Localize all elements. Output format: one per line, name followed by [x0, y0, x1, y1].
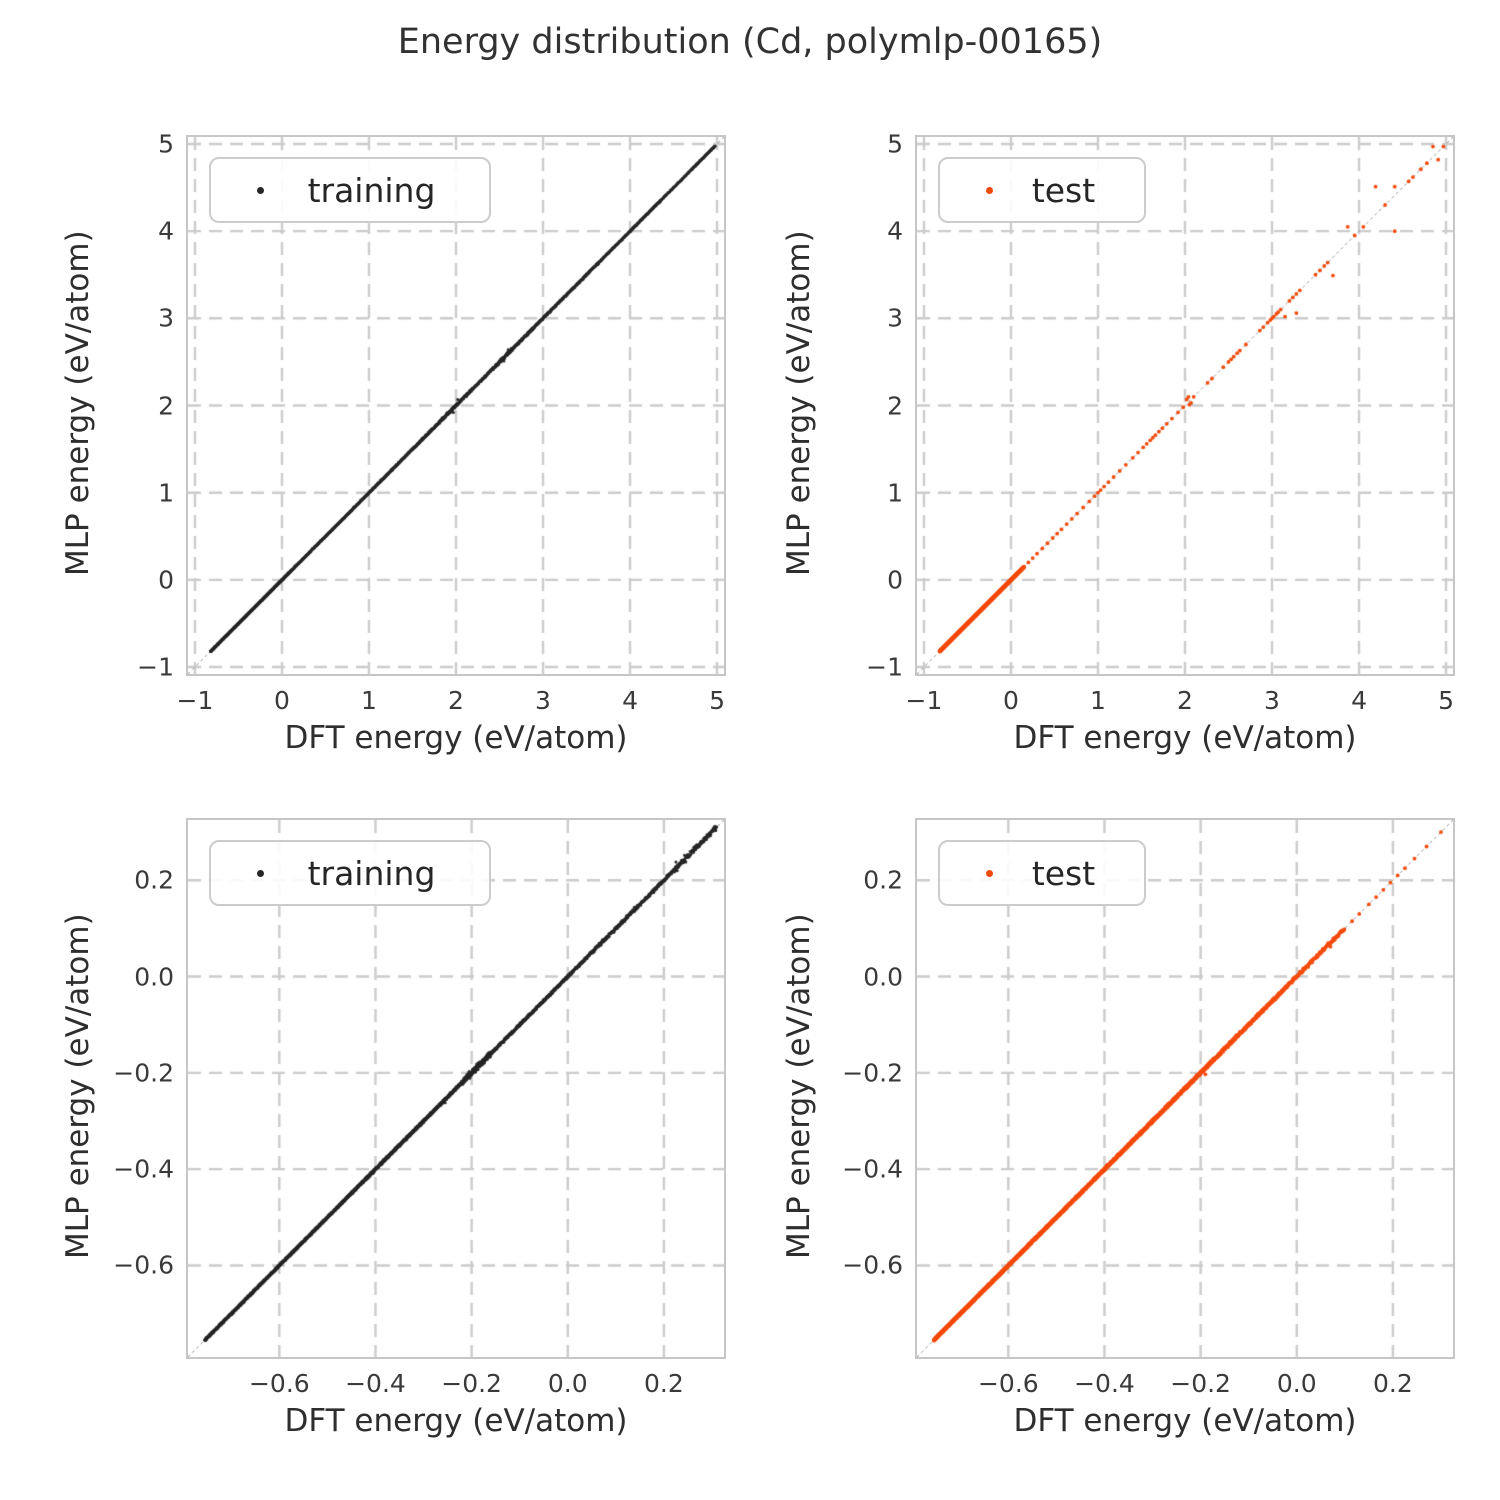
y-tick-label: 1	[158, 478, 174, 508]
y-tick-label: −0.2	[842, 1058, 903, 1088]
y-tick-label: 0	[887, 565, 903, 595]
x-tick-label: 5	[1438, 686, 1454, 715]
legend-marker-dot-icon	[986, 186, 993, 194]
x-tick-label: −0.2	[441, 1369, 502, 1398]
x-axis-label: DFT energy (eV/atom)	[284, 1403, 628, 1439]
y-tick-label: 5	[158, 129, 174, 159]
y-axis-label: MLP energy (eV/atom)	[60, 230, 96, 577]
scatter-canvas-training-zoom	[188, 820, 724, 1357]
x-tick-label: 2	[1177, 686, 1193, 715]
axes-test-zoom: −0.6 −0.4 −0.2 0.0 0.2 −0.6 −0.4 −0.2 0.0 0.2 tes…	[842, 818, 1455, 1398]
y-tick-label: −0.4	[842, 1154, 903, 1184]
x-tick-label: 2	[448, 686, 464, 715]
legend-training: training	[209, 840, 491, 906]
axes-test-full: −1 0 1 2 3 4 5 −1 0 1 2 3 4 5 test	[866, 129, 1455, 715]
y-tick-label: 0.2	[863, 865, 903, 895]
y-tick-label: 2	[887, 391, 903, 420]
y-tick-label: 3	[887, 303, 903, 333]
x-tick-label: −1	[905, 686, 943, 715]
legend-label: training	[307, 170, 436, 210]
y-tick-label: −0.6	[842, 1250, 903, 1280]
y-tick-label: 3	[158, 303, 174, 333]
x-tick-label: 3	[1264, 686, 1280, 715]
y-axis-label: MLP energy (eV/atom)	[781, 913, 817, 1260]
x-tick-label: −1	[176, 686, 214, 715]
y-tick-label: 0	[158, 565, 174, 595]
legend-label: test	[1031, 853, 1096, 893]
x-tick-label: 0.2	[644, 1369, 684, 1398]
y-tick-label: 1	[887, 478, 903, 508]
y-tick-label: −0.6	[113, 1250, 174, 1280]
y-tick-label: 2	[158, 391, 174, 420]
x-tick-label: 4	[622, 686, 638, 715]
legend-marker-dot-icon	[986, 869, 993, 877]
x-axis-label: DFT energy (eV/atom)	[284, 720, 628, 756]
x-tick-label: 0.0	[547, 1369, 588, 1398]
legend-test: test	[938, 840, 1146, 906]
x-axis-label: DFT energy (eV/atom)	[1013, 720, 1357, 756]
x-tick-label: 0.2	[1373, 1369, 1413, 1398]
scatter-canvas-test-full	[917, 137, 1453, 674]
x-tick-label: 1	[1090, 686, 1106, 715]
y-tick-label: −1	[866, 652, 903, 682]
y-tick-label: −1	[137, 652, 174, 682]
y-axis-label: MLP energy (eV/atom)	[60, 913, 96, 1260]
y-tick-label: 0.0	[134, 962, 174, 992]
legend-label: training	[307, 853, 436, 893]
x-tick-label: −0.6	[248, 1369, 310, 1398]
x-axis-label: DFT energy (eV/atom)	[1013, 1403, 1357, 1439]
figure-title: Energy distribution (Cd, polymlp-00165)	[397, 22, 1103, 62]
x-tick-label: 3	[535, 686, 551, 715]
y-tick-label: 0.0	[863, 962, 903, 992]
x-tick-label: 4	[1351, 686, 1367, 715]
legend-marker-dot-icon	[257, 869, 264, 877]
legend-training: training	[209, 157, 491, 223]
legend-label: test	[1031, 170, 1096, 210]
y-tick-label: 4	[887, 216, 903, 246]
y-tick-label: 5	[887, 129, 903, 159]
x-tick-label: −0.2	[1170, 1369, 1231, 1398]
legend-marker-dot-icon	[257, 186, 264, 194]
legend-test: test	[938, 157, 1146, 223]
axes-training-full: −1 0 1 2 3 4 5 −1 0 1 2 3 4 5 training	[137, 129, 726, 715]
x-tick-label: −0.6	[977, 1369, 1039, 1398]
y-tick-label: −0.4	[113, 1154, 174, 1184]
x-tick-label: 5	[709, 686, 725, 715]
y-axis-label: MLP energy (eV/atom)	[781, 230, 817, 577]
x-tick-label: 0	[274, 686, 290, 715]
x-tick-label: 0	[1003, 686, 1019, 715]
y-tick-label: 4	[158, 216, 174, 246]
scatter-canvas-training-full	[188, 137, 724, 674]
y-tick-label: −0.2	[113, 1058, 174, 1088]
x-tick-label: −0.4	[1074, 1369, 1135, 1398]
x-tick-label: −0.4	[345, 1369, 406, 1398]
y-tick-label: 0.2	[134, 865, 174, 895]
scatter-canvas-test-zoom	[917, 820, 1453, 1357]
x-tick-label: 1	[361, 686, 377, 715]
x-tick-label: 0.0	[1276, 1369, 1317, 1398]
axes-training-zoom: −0.6 −0.4 −0.2 0.0 0.2 −0.6 −0.4 −0.2 0.0 0.2 tra…	[113, 818, 726, 1398]
